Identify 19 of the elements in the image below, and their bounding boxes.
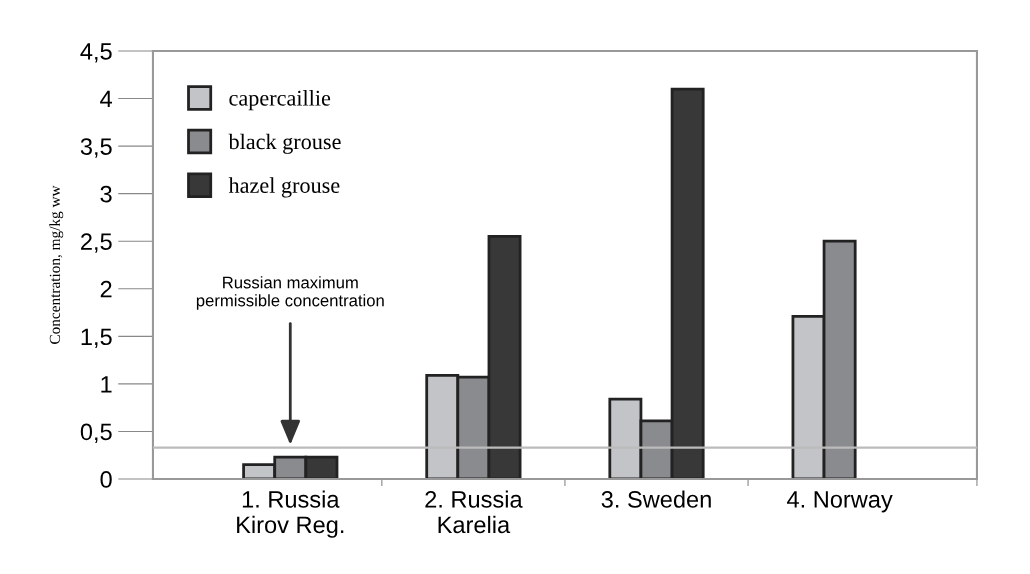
y-tick-label: 0 [100,471,112,488]
ref-line-label: Russian maximum permissible concentration [196,276,384,310]
y-tick-label: 4,5 [80,43,112,63]
y-axis-title: Concentration, mg/kg ww [49,185,64,344]
y-tick-label: 4 [100,90,112,108]
x-tick-label: 1. Russia Kirov Reg. [237,490,344,538]
y-tick-label: 1,5 [81,328,112,348]
x-tick-label: 3. Sweden [601,490,711,508]
y-tick-label: 0,5 [80,423,112,444]
x-tick-label: 2. Russia Karelia [425,490,523,534]
x-tick-label: 4. Norway [787,491,893,513]
legend-label: capercaillie [229,90,331,111]
legend-label: black grouse [228,133,341,154]
legend-label: hazel grouse [228,177,340,198]
y-tick-label: 2 [100,280,112,298]
y-tick-label: 2,5 [81,233,112,253]
y-tick-label: 3,5 [80,138,112,158]
y-tick-label: 3 [100,185,112,203]
y-tick-label: 1 [101,376,112,393]
